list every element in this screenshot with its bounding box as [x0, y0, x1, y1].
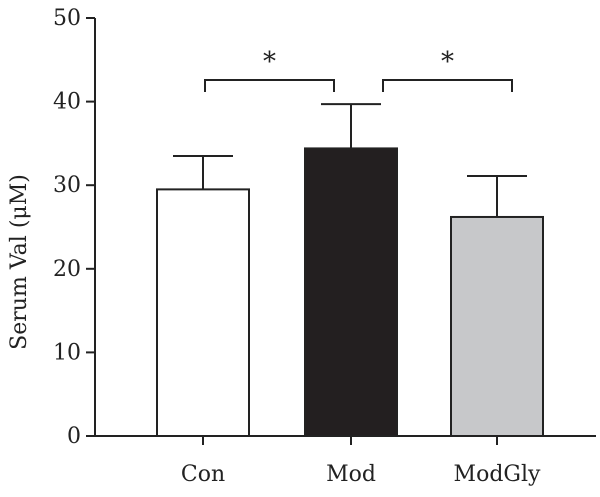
bar-mod: [304, 147, 398, 438]
y-axis: 0 10 20 30 40 50: [53, 6, 96, 449]
significance-bracket: *: [204, 47, 335, 92]
error-bar: [173, 154, 233, 190]
x-axis: Con Mod ModGly: [95, 435, 596, 487]
y-tick-label: 30: [53, 173, 81, 198]
y-tick-label: 0: [67, 424, 81, 449]
y-tick-label: 40: [53, 90, 81, 115]
significance-annotations: * *: [204, 47, 513, 92]
y-tick-label: 10: [53, 340, 81, 365]
y-tick-label: 50: [53, 6, 81, 31]
significance-star: *: [441, 47, 454, 77]
y-axis-title: Serum Val (μM): [7, 174, 32, 350]
bar-con: [156, 188, 250, 437]
x-tick-label: Con: [181, 462, 225, 487]
error-bars: [173, 103, 527, 217]
bar-modgly: [450, 215, 544, 437]
x-tick-label: Mod: [326, 462, 376, 487]
y-tick-label: 20: [53, 257, 81, 282]
significance-bracket: *: [382, 47, 513, 92]
error-bar: [467, 175, 527, 217]
x-tick-label: ModGly: [454, 462, 541, 487]
bars: [156, 147, 544, 438]
error-bar: [321, 103, 381, 149]
significance-star: *: [263, 47, 276, 77]
